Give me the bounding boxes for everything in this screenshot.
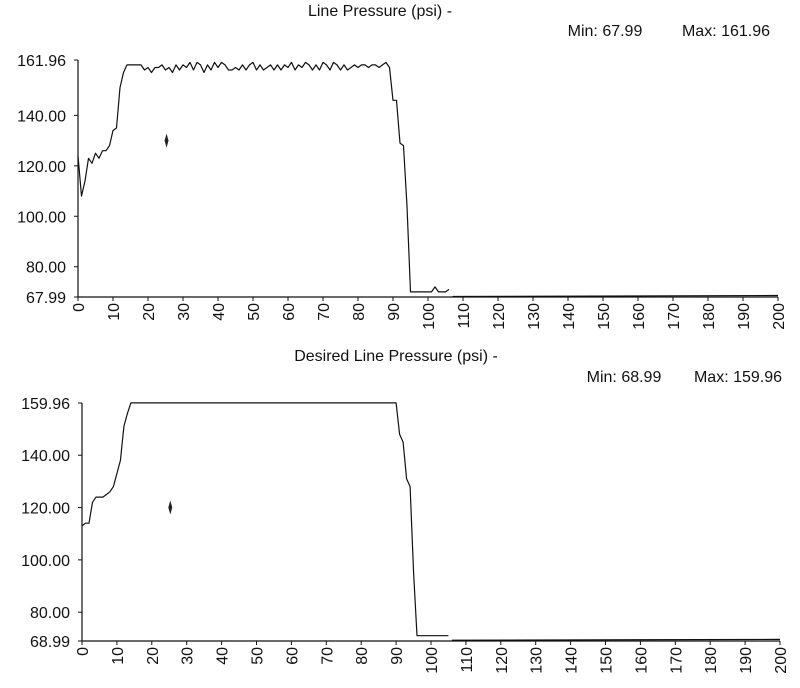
x-tick-label: 180: [701, 303, 718, 330]
x-tick-label: 190: [738, 647, 755, 674]
x-tick-label: 120: [491, 303, 508, 330]
min-label: Min: 68.99: [587, 369, 662, 386]
x-tick-label: 130: [526, 303, 543, 330]
y-tick-label: 100.00: [17, 209, 66, 226]
y-tick-label: 68.99: [30, 634, 70, 651]
y-tick-label: 120.00: [17, 159, 66, 176]
x-tick-label: 40: [211, 303, 228, 321]
series-group: [77, 61, 779, 298]
x-tick-label: 50: [250, 647, 267, 665]
x-tick-label: 40: [215, 647, 232, 665]
annotations: [164, 133, 169, 148]
series-line-segment: [451, 638, 781, 641]
x-tick-label: 180: [703, 647, 720, 674]
x-tick-label: 140: [564, 647, 581, 674]
series-line-segment: [452, 294, 779, 298]
cursor-marker: [168, 500, 173, 515]
desired-line-pressure-chart: Desired Line Pressure (psi) - Min: 68.99…: [21, 348, 790, 674]
x-tick-label: 10: [110, 647, 127, 665]
axes: [77, 60, 778, 298]
x-tick-label: 0: [75, 647, 92, 656]
x-axis-ticks: 0 10 20 30 40 50 60 70 80 90 100 110 120 130 140 150 160…: [75, 641, 790, 674]
x-tick-label: 20: [145, 647, 162, 665]
series-line-segment: [77, 61, 450, 293]
x-tick-label: 120: [494, 647, 511, 674]
y-tick-label: 140.00: [21, 448, 70, 465]
x-tick-label: 80: [354, 647, 371, 665]
y-axis-ticks: 161.96 140.00 120.00 100.00 80.00 67.99: [17, 53, 78, 307]
y-tick-label: 159.96: [21, 396, 70, 413]
axes: [81, 403, 780, 642]
x-tick-label: 90: [386, 303, 403, 321]
x-tick-label: 110: [459, 647, 476, 673]
x-tick-label: 170: [666, 303, 683, 330]
y-tick-label: 140.00: [17, 108, 66, 125]
max-label: Max: 161.96: [682, 23, 770, 40]
x-tick-label: 190: [736, 303, 753, 330]
x-tick-label: 60: [281, 303, 298, 321]
x-tick-label: 160: [631, 303, 648, 330]
x-tick-label: 100: [421, 303, 438, 330]
y-tick-label: 80.00: [26, 260, 66, 277]
x-tick-label: 140: [561, 303, 578, 330]
y-tick-label: 161.96: [17, 53, 66, 70]
line-pressure-chart: Line Pressure (psi) - Min: 67.99 Max: 16…: [17, 3, 788, 330]
x-tick-label: 200: [773, 647, 790, 674]
min-label: Min: 67.99: [568, 23, 643, 40]
x-axis-ticks: 0 10 20 30 40 50 60 70 80 90 100 110 120 130 140 150 160…: [71, 297, 788, 330]
x-tick-label: 10: [106, 303, 123, 321]
x-tick-label: 20: [141, 303, 158, 321]
max-label: Max: 159.96: [694, 369, 782, 386]
chart-title: Line Pressure (psi) -: [308, 3, 452, 20]
x-tick-label: 30: [176, 303, 193, 321]
annotations: [168, 500, 173, 515]
y-tick-label: 100.00: [21, 553, 70, 570]
x-tick-label: 60: [284, 647, 301, 665]
x-tick-label: 110: [456, 303, 473, 329]
series-group: [81, 402, 781, 641]
x-tick-label: 70: [319, 647, 336, 665]
y-tick-label: 80.00: [30, 605, 70, 622]
chart-title: Desired Line Pressure (psi) -: [294, 348, 498, 365]
cursor-marker: [164, 133, 169, 148]
x-tick-label: 80: [351, 303, 368, 321]
series-line-segment: [81, 402, 449, 637]
x-tick-label: 90: [389, 647, 406, 665]
x-tick-label: 170: [668, 647, 685, 674]
y-tick-label: 67.99: [26, 290, 66, 307]
x-tick-label: 200: [771, 303, 788, 330]
x-tick-label: 160: [633, 647, 650, 674]
x-tick-label: 100: [424, 647, 441, 674]
x-tick-label: 0: [71, 303, 88, 312]
y-axis-ticks: 159.96 140.00 120.00 100.00 80.00 68.99: [21, 396, 82, 651]
x-tick-label: 150: [596, 303, 613, 330]
y-tick-label: 120.00: [21, 501, 70, 518]
x-tick-label: 50: [246, 303, 263, 321]
x-tick-label: 150: [599, 647, 616, 674]
x-tick-label: 130: [529, 647, 546, 674]
x-tick-label: 70: [316, 303, 333, 321]
x-tick-label: 30: [180, 647, 197, 665]
